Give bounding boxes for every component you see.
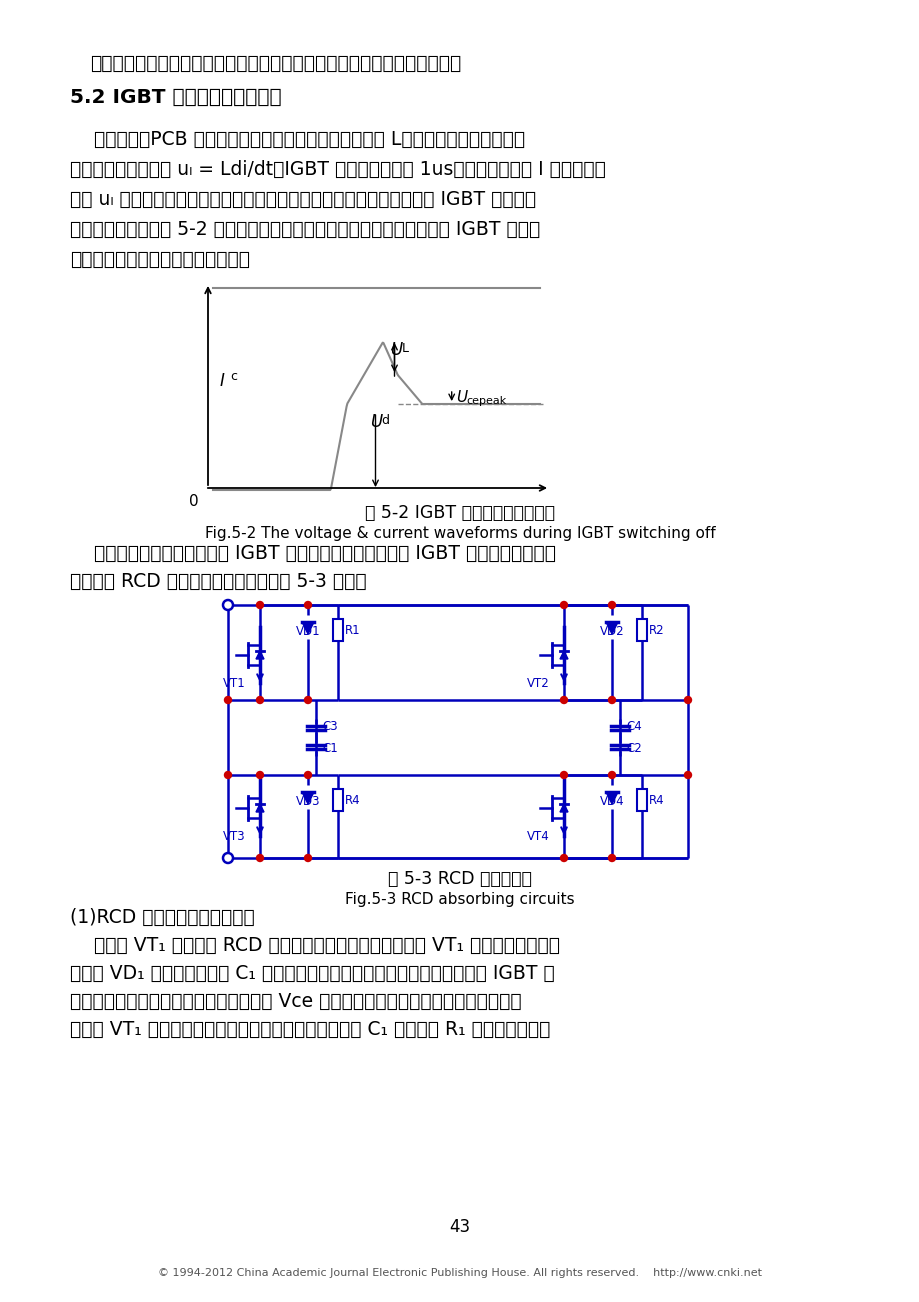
Text: VT1: VT1 <box>222 677 245 690</box>
Bar <box>333 618 343 641</box>
Text: 高频输出变压器和匹配电路的参数计算已在第四章中说明，此处不再赘述。: 高频输出变压器和匹配电路的参数计算已在第四章中说明，此处不再赘述。 <box>90 53 460 73</box>
Text: 下面以 VT₁ 为例说明 RCD 型缓冲电路的工作原理，开关管 VT₁ 关断时，电流通过: 下面以 VT₁ 为例说明 RCD 型缓冲电路的工作原理，开关管 VT₁ 关断时，… <box>70 936 560 954</box>
Text: C3: C3 <box>322 720 337 733</box>
Bar <box>636 789 646 811</box>
Polygon shape <box>606 792 618 805</box>
Text: cepeak: cepeak <box>466 396 506 406</box>
Text: 率管的关断过程中集电极和发射极间电压 Vce 近似保持为零，即吸收了关断时的尖峰电: 率管的关断过程中集电极和发射极间电压 Vce 近似保持为零，即吸收了关断时的尖峰… <box>70 992 521 1010</box>
Circle shape <box>304 602 312 608</box>
Circle shape <box>304 854 312 862</box>
Text: 二极管 VD₁ 直接给缓冲电容 C₁ 充电，由于电容两端的电压不能突变，所以在 IGBT 功: 二极管 VD₁ 直接给缓冲电容 C₁ 充电，由于电容两端的电压不能突变，所以在 … <box>70 963 554 983</box>
Polygon shape <box>606 622 618 634</box>
Text: 断时会产生自感电压 uₗ = Ldi/dt，IGBT 的开关时间约为 1us，而关断时电流 I 又比较大，: 断时会产生自感电压 uₗ = Ldi/dt，IGBT 的开关时间约为 1us，而… <box>70 160 606 178</box>
Circle shape <box>222 600 233 611</box>
Text: R4: R4 <box>345 793 360 806</box>
Circle shape <box>560 697 567 703</box>
Circle shape <box>256 772 263 779</box>
Text: 文中选用 RCD 型缓冲电路，原理图如图 5-3 所示：: 文中选用 RCD 型缓冲电路，原理图如图 5-3 所示： <box>70 572 367 591</box>
Circle shape <box>607 772 615 779</box>
Circle shape <box>256 602 263 608</box>
Text: © 1994-2012 China Academic Journal Electronic Publishing House. All rights reser: © 1994-2012 China Academic Journal Elect… <box>158 1268 761 1279</box>
Text: U: U <box>390 341 403 359</box>
Circle shape <box>256 697 263 703</box>
Text: 图 5-3 RCD 型缓冲电路: 图 5-3 RCD 型缓冲电路 <box>388 870 531 888</box>
Circle shape <box>560 854 567 862</box>
Polygon shape <box>301 792 313 805</box>
Circle shape <box>224 772 232 779</box>
Text: 所以 uₗ 是一个很大的尖峰电压，该电压与直流母线电压相叠加后施加在 IGBT 的集电极: 所以 uₗ 是一个很大的尖峰电压，该电压与直流母线电压相叠加后施加在 IGBT … <box>70 190 536 210</box>
Circle shape <box>560 772 567 779</box>
Circle shape <box>684 772 691 779</box>
Circle shape <box>256 854 263 862</box>
Circle shape <box>607 602 615 608</box>
Text: VT4: VT4 <box>526 829 549 842</box>
Circle shape <box>224 697 232 703</box>
Polygon shape <box>560 805 567 812</box>
Text: VD4: VD4 <box>599 796 624 809</box>
Text: 压；当 VT₁ 开通时，由于二极管的反封截止，缓冲电容 C₁ 通过电阔 R₁ 放电，这样可限: 压；当 VT₁ 开通时，由于二极管的反封截止，缓冲电容 C₁ 通过电阔 R₁ 放… <box>70 1019 550 1039</box>
Circle shape <box>684 697 691 703</box>
Text: (1)RCD 型缓冲电路的工作原理: (1)RCD 型缓冲电路的工作原理 <box>70 907 255 927</box>
Polygon shape <box>255 805 264 812</box>
Text: U: U <box>455 389 466 405</box>
Text: Fig.5-2 The voltage & current waveforms during IGBT switching off: Fig.5-2 The voltage & current waveforms … <box>204 526 715 542</box>
Circle shape <box>560 602 567 608</box>
Circle shape <box>304 697 312 703</box>
Text: C1: C1 <box>322 742 337 755</box>
Circle shape <box>607 854 615 862</box>
Text: R4: R4 <box>648 793 664 806</box>
Bar <box>333 789 343 811</box>
Bar <box>636 618 646 641</box>
Polygon shape <box>560 651 567 659</box>
Text: VD1: VD1 <box>295 625 320 638</box>
Circle shape <box>607 697 615 703</box>
Text: 图 5-2 IGBT 关断时电压电流波形: 图 5-2 IGBT 关断时电压电流波形 <box>365 504 554 522</box>
Text: C4: C4 <box>625 720 641 733</box>
Text: VT2: VT2 <box>526 677 549 690</box>
Text: 43: 43 <box>449 1217 470 1236</box>
Text: 由以上分析可知，为了保护 IGBT 并减小开关损耗，需要对 IGBT 设置缓冲电路。本: 由以上分析可知，为了保护 IGBT 并减小开关损耗，需要对 IGBT 设置缓冲电… <box>70 544 555 562</box>
Text: Fig.5-3 RCD absorbing circuits: Fig.5-3 RCD absorbing circuits <box>345 892 574 907</box>
Text: L: L <box>401 341 408 354</box>
Text: 0: 0 <box>189 493 199 509</box>
Text: R2: R2 <box>648 624 664 637</box>
Text: I: I <box>220 372 224 391</box>
Polygon shape <box>255 651 264 659</box>
Text: d: d <box>381 414 389 427</box>
Text: VD3: VD3 <box>295 796 320 809</box>
Circle shape <box>222 853 233 863</box>
Text: C2: C2 <box>625 742 641 755</box>
Text: 电压范围，从而捯坏功率开关器件。: 电压范围，从而捯坏功率开关器件。 <box>70 250 250 270</box>
Text: VD2: VD2 <box>599 625 624 638</box>
Text: U: U <box>370 413 382 431</box>
Circle shape <box>304 772 312 779</box>
Text: R1: R1 <box>345 624 360 637</box>
Text: 和发射极之间，如图 5-2 所示，如果尖峰电压太大，则可能在叠加后超出 IGBT 的安全: 和发射极之间，如图 5-2 所示，如果尖峰电压太大，则可能在叠加后超出 IGBT… <box>70 220 539 240</box>
Text: 一般而言，PCB 布线不可避免的会产生一定的布线电感 L，因此当功率开关器件关: 一般而言，PCB 布线不可避免的会产生一定的布线电感 L，因此当功率开关器件关 <box>70 130 525 148</box>
Text: VT3: VT3 <box>222 829 245 842</box>
Polygon shape <box>301 622 313 634</box>
Text: 5.2 IGBT 的关断缓冲吸收电路: 5.2 IGBT 的关断缓冲吸收电路 <box>70 89 281 107</box>
Text: c: c <box>230 370 237 383</box>
